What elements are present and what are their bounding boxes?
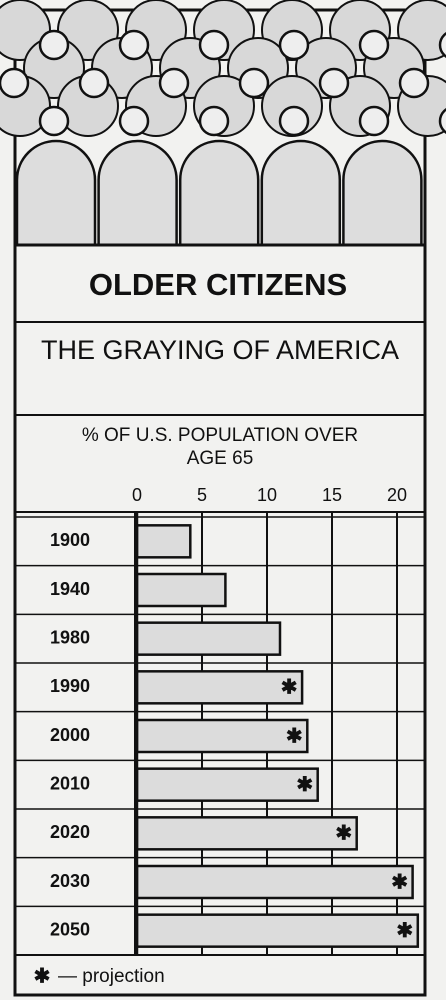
ornament <box>40 107 68 135</box>
bar <box>137 866 413 898</box>
projection-mark: ✱ <box>391 871 408 893</box>
ornament <box>360 107 388 135</box>
ornament <box>280 107 308 135</box>
x-tick-label: 15 <box>322 485 342 505</box>
axis-title-box: % OF U.S. POPULATION OVER AGE 65 <box>70 424 370 484</box>
page: OLDER CITIZENS THE GRAYING OF AMERICA % … <box>0 0 446 1000</box>
axis-title: % OF U.S. POPULATION OVER AGE 65 <box>70 424 370 470</box>
bar <box>137 671 302 703</box>
x-tick-label: 5 <box>197 485 207 505</box>
bar <box>137 574 225 606</box>
y-tick-label: 1990 <box>50 676 90 696</box>
y-tick-label: 2000 <box>50 725 90 745</box>
bar <box>137 623 280 655</box>
x-tick-label: 10 <box>257 485 277 505</box>
chart-title: OLDER CITIZENS <box>89 267 347 302</box>
y-tick-label: 2050 <box>50 919 90 939</box>
ornament <box>160 69 188 97</box>
bar <box>137 817 357 849</box>
y-tick-label: 2010 <box>50 773 90 793</box>
ornament <box>80 69 108 97</box>
ornament <box>40 31 68 59</box>
legend-label: — projection <box>58 966 165 987</box>
arch <box>17 141 95 245</box>
legend-symbol: ✱ <box>34 965 51 987</box>
projection-mark: ✱ <box>296 774 313 796</box>
ornament <box>280 31 308 59</box>
y-tick-label: 2020 <box>50 822 90 842</box>
x-tick-label: 20 <box>387 485 407 505</box>
chart: OLDER CITIZENS THE GRAYING OF AMERICA % … <box>0 0 446 1000</box>
ornament <box>200 107 228 135</box>
y-tick-label: 2030 <box>50 871 90 891</box>
arch <box>343 141 421 245</box>
y-tick-label: 1900 <box>50 530 90 550</box>
ornament <box>0 69 28 97</box>
subtitle-box: THE GRAYING OF AMERICA <box>40 334 400 410</box>
bar <box>137 769 318 801</box>
arch <box>99 141 177 245</box>
y-tick-label: 1980 <box>50 627 90 647</box>
projection-mark: ✱ <box>335 823 352 845</box>
ornament <box>240 69 268 97</box>
ornament <box>200 31 228 59</box>
y-tick-label: 1940 <box>50 579 90 599</box>
ornament <box>120 31 148 59</box>
bar <box>137 720 307 752</box>
ornament <box>320 69 348 97</box>
projection-mark: ✱ <box>286 725 303 747</box>
bar <box>137 525 190 557</box>
ornament <box>360 31 388 59</box>
arch <box>180 141 258 245</box>
chart-subtitle: THE GRAYING OF AMERICA <box>40 334 400 367</box>
projection-mark: ✱ <box>281 677 298 699</box>
ornament <box>120 107 148 135</box>
bar <box>137 915 418 947</box>
arch <box>262 141 340 245</box>
decoration <box>0 0 446 245</box>
projection-mark: ✱ <box>396 920 413 942</box>
ornament <box>400 69 428 97</box>
x-tick-label: 0 <box>132 485 142 505</box>
